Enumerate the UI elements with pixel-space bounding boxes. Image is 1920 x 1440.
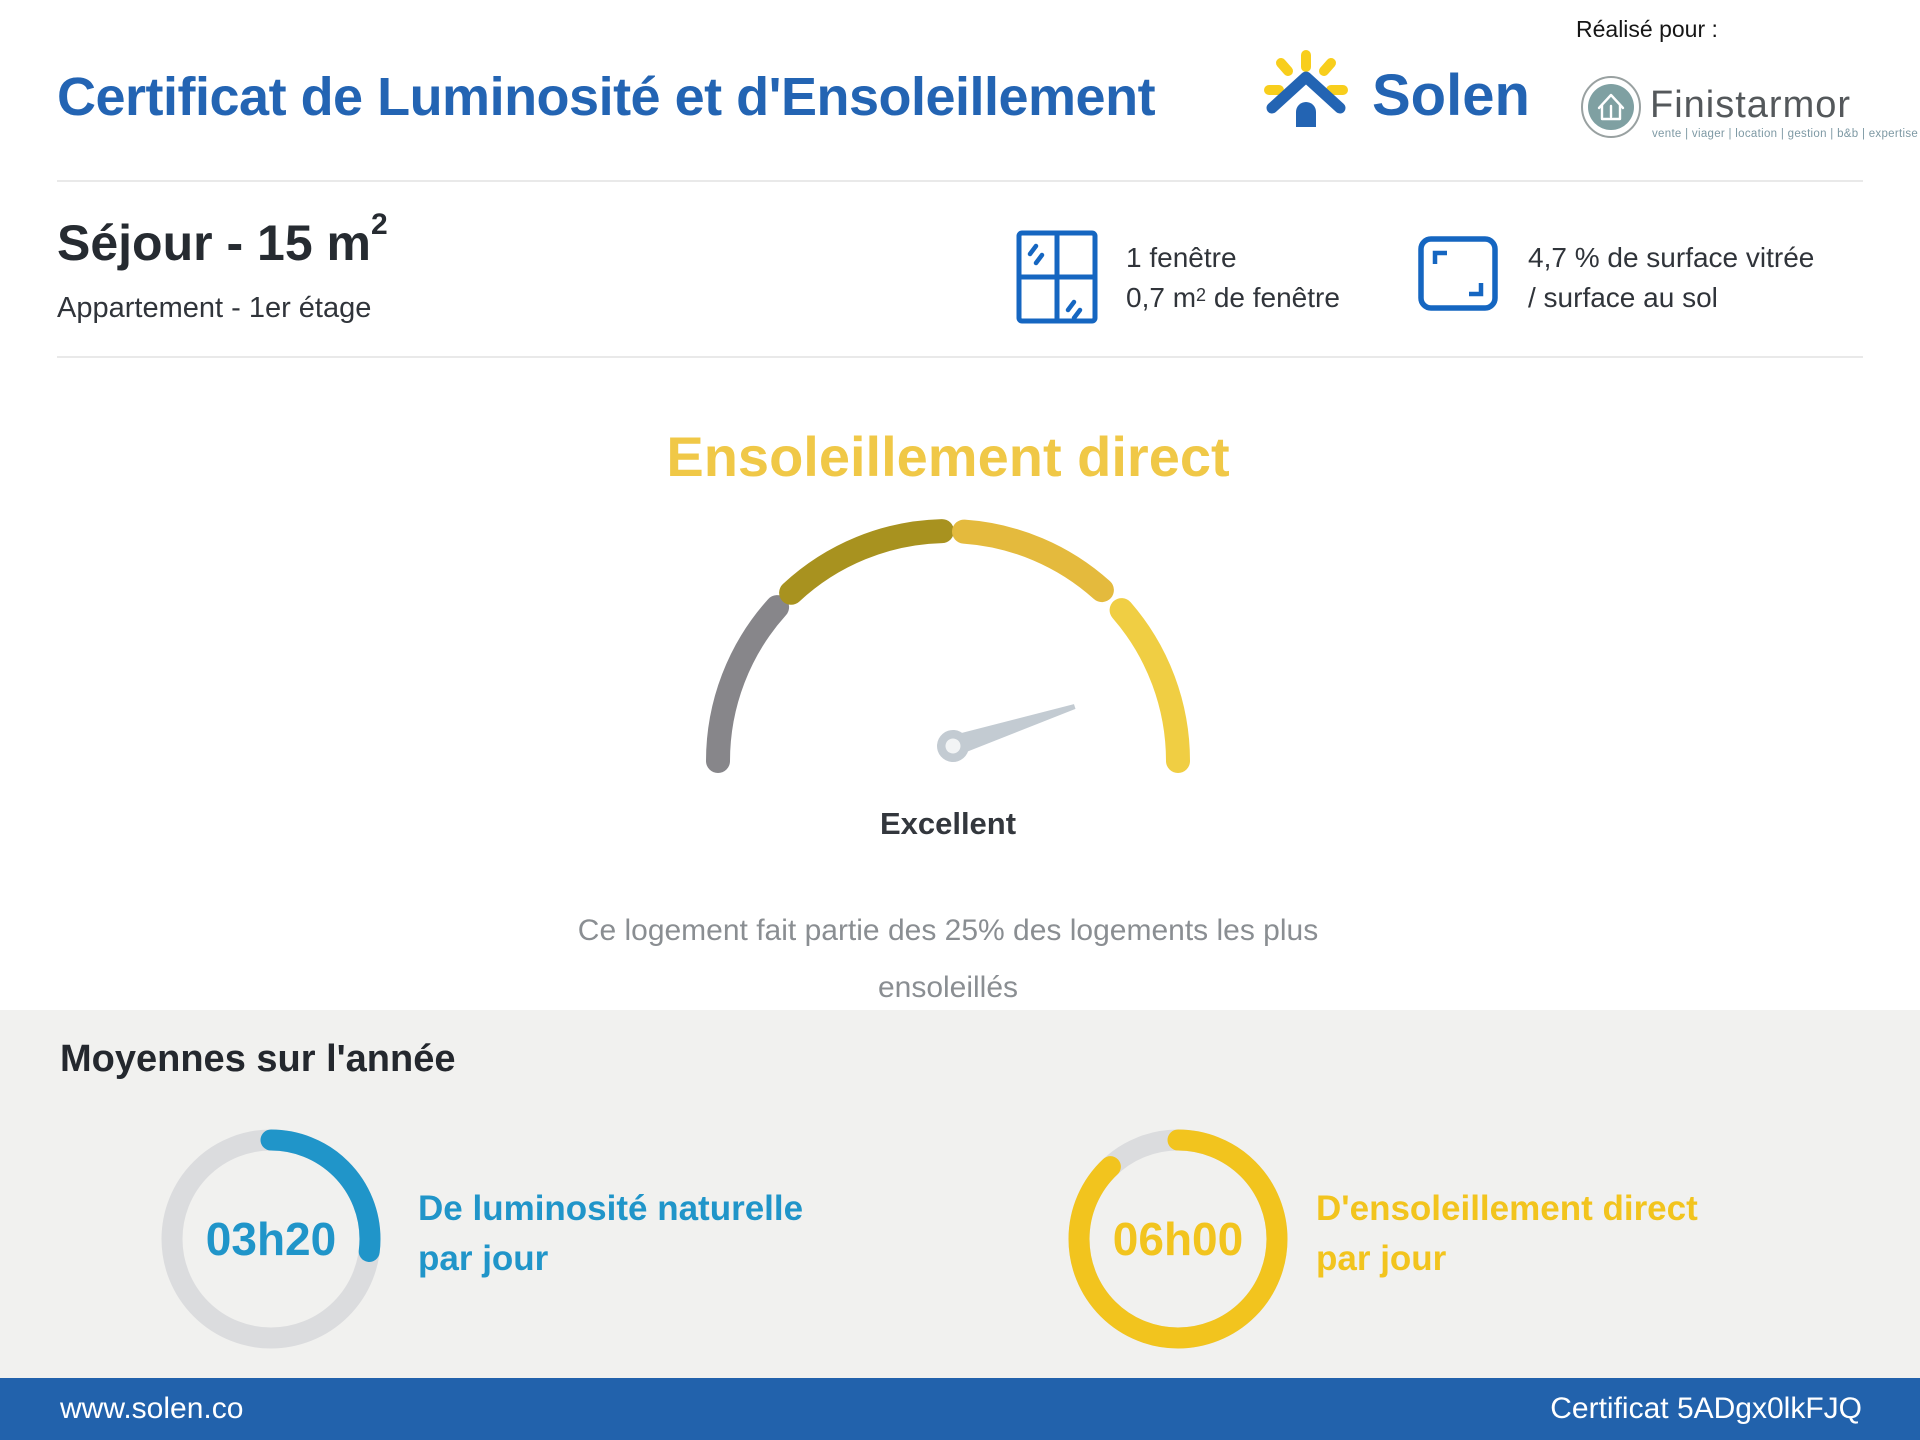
gauge-description-line1: Ce logement fait partie des 25% des loge… [577, 914, 1319, 947]
header-divider [57, 180, 1863, 182]
sunlight-ring: 06h00 [1063, 1124, 1293, 1354]
gauge-segment-good [952, 519, 1114, 603]
window-count: 1 fenêtre [1126, 242, 1237, 273]
sunlight-label-line1: D'ensoleillement direct [1316, 1189, 1698, 1228]
window-info: 1 fenêtre 0,7 m2 de fenêtre [1126, 238, 1340, 318]
gauge-needle [937, 704, 1076, 762]
daylight-value: 03h20 [205, 1213, 337, 1265]
footer-certificate-id: Certificat 5ADgx0lkFJQ [1550, 1392, 1862, 1425]
sunlight-label: D'ensoleillement direct par jour [1316, 1184, 1698, 1284]
daylight-label-line2: par jour [418, 1239, 549, 1278]
finistarmor-logo-icon [1581, 76, 1641, 138]
daylight-label: De luminosité naturelle par jour [418, 1184, 803, 1284]
gauge-segment-low [706, 595, 790, 773]
glazing-ratio-icon [1418, 236, 1498, 311]
partner-name: Finistarmor [1650, 84, 1852, 126]
window-icon [1016, 230, 1098, 324]
sunlight-value: 06h00 [1112, 1213, 1244, 1265]
sunlight-gauge [706, 519, 1190, 773]
room-subtitle: Appartement - 1er étage [57, 292, 372, 324]
footer-bar [0, 1378, 1920, 1440]
sunlight-ring-progress [1068, 1129, 1288, 1349]
realise-pour-label: Réalisé pour : [1576, 16, 1718, 42]
footer-website: www.solen.co [60, 1392, 244, 1425]
room-name-sup: 2 [371, 208, 388, 241]
solen-wordmark: Solen [1372, 63, 1530, 128]
page-title: Certificat de Luminosité et d'Ensoleille… [57, 67, 1156, 127]
room-title: Séjour - 15 m2 [57, 208, 388, 272]
room-divider [57, 356, 1863, 358]
window-area-sup: 2 [1196, 285, 1207, 305]
window-area-post: de fenêtre [1206, 282, 1340, 313]
gauge-description-line2: ensoleillés [877, 971, 1019, 1004]
glazing-line2: / surface au sol [1528, 282, 1718, 313]
gauge-segment-medium [779, 519, 954, 605]
daylight-ring: 03h20 [156, 1124, 386, 1354]
daylight-ring-progress [161, 1129, 381, 1349]
gauge-segment-excellent [1109, 598, 1190, 773]
window-area-pre: 0,7 m [1126, 282, 1197, 313]
glazing-line1: 4,7 % de surface vitrée [1528, 242, 1815, 273]
gauge-title: Ensoleillement direct [666, 425, 1230, 488]
sunlight-label-line2: par jour [1316, 1239, 1447, 1278]
window-area: 0,7 m2 de fenêtre [1126, 278, 1340, 318]
partner-tagline: vente | viager | location | gestion | b&… [1652, 128, 1919, 140]
gauge-verdict: Excellent [879, 806, 1017, 841]
gauge-description: Ce logement fait partie des 25% des loge… [568, 902, 1328, 1016]
averages-heading: Moyennes sur l'année [60, 1038, 456, 1080]
room-name: Séjour - 15 m [57, 215, 371, 271]
solen-logo-icon [1264, 50, 1348, 127]
daylight-label-line1: De luminosité naturelle [418, 1189, 804, 1228]
glazing-info: 4,7 % de surface vitrée / surface au sol [1528, 238, 1814, 318]
